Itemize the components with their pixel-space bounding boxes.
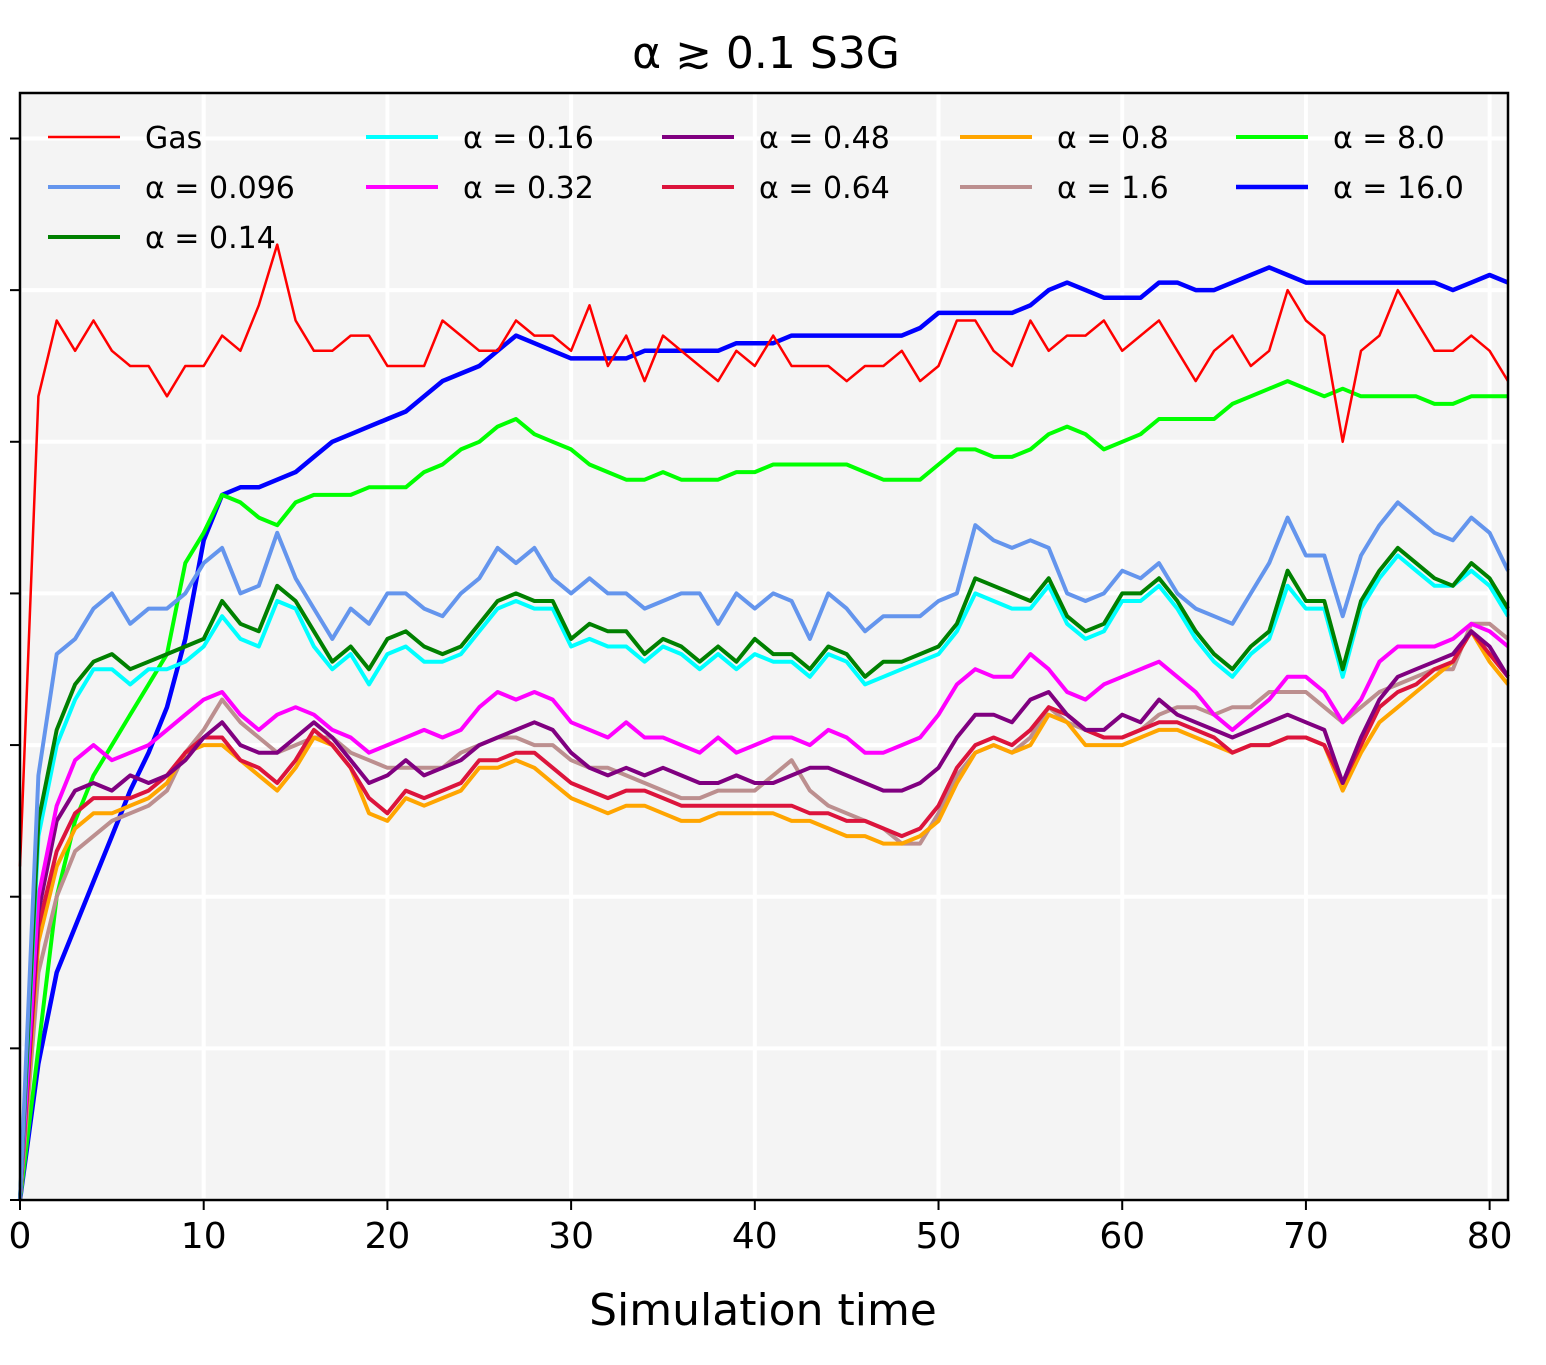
- series-line: [17, 265, 1509, 1201]
- chart-title: α ≳ 0.1 S3G: [632, 28, 900, 79]
- x-tick-label: 80: [1467, 1216, 1513, 1257]
- x-tick-label: 50: [916, 1216, 962, 1257]
- series-line: [18, 379, 1508, 1201]
- legend-label: α = 8.0: [1333, 121, 1445, 156]
- series-lines: [17, 243, 1510, 1201]
- x-tick-label: 30: [548, 1216, 594, 1257]
- legend-label: α = 0.64: [759, 171, 890, 206]
- legend-label: Gas: [145, 121, 202, 156]
- legend-label: α = 0.14: [145, 221, 276, 256]
- series-line: [18, 621, 1510, 1201]
- x-tick-label: 70: [1283, 1216, 1329, 1257]
- legend-label: α = 0.8: [1057, 121, 1169, 156]
- legend-label: α = 0.32: [463, 171, 594, 206]
- x-tick-label: 60: [1099, 1216, 1145, 1257]
- x-tick-label: 0: [9, 1216, 32, 1257]
- x-tick-label: 40: [732, 1216, 778, 1257]
- legend-label: α = 16.0: [1333, 171, 1464, 206]
- legend-label: α = 0.48: [759, 121, 890, 156]
- legend-label: α = 1.6: [1057, 171, 1169, 206]
- series-line: [18, 243, 1510, 867]
- series-line: [18, 553, 1510, 1201]
- plot-frame: [18, 91, 1510, 1202]
- legend: Gas α = 0.096 α = 0.14 α = 0.16 α = 0.32 α = …: [48, 121, 1464, 256]
- axis-ticks: 0 10 20 30 40 50 60 70 80: [9, 137, 1513, 1257]
- legend-label: α = 0.16: [463, 121, 594, 156]
- series-line: [18, 629, 1510, 1201]
- x-tick-label: 10: [181, 1216, 227, 1257]
- x-tick-label: 20: [365, 1216, 411, 1257]
- series-line: [18, 500, 1510, 1201]
- series-line: [18, 629, 1510, 1201]
- x-axis-label: Simulation time: [589, 1285, 937, 1336]
- legend-label: α = 0.096: [145, 171, 295, 206]
- series-line: [18, 545, 1510, 1201]
